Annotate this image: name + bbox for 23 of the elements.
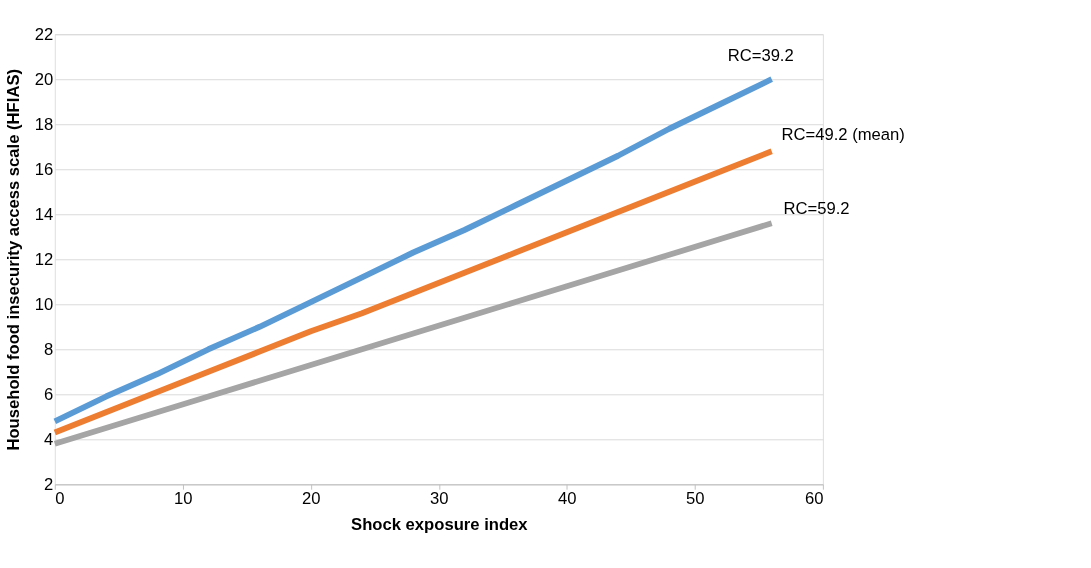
x-tick-label: 10 xyxy=(174,489,193,509)
x-tick-label: 20 xyxy=(302,489,321,509)
x-tick-label: 40 xyxy=(558,489,577,509)
series-label: RC=39.2 xyxy=(727,45,794,65)
y-tick-label: 4 xyxy=(44,429,54,449)
x-axis-title: Shock exposure index xyxy=(351,514,529,534)
y-tick-label: 2 xyxy=(44,474,54,494)
x-tick-label: 60 xyxy=(804,489,824,509)
series-label: RC=49.2 (mean) xyxy=(781,125,905,145)
y-tick-label: 16 xyxy=(34,159,54,179)
x-tick-label: 0 xyxy=(55,489,65,509)
y-axis-title: Household food insecurity access scale (HFIAS) xyxy=(4,68,24,451)
series-label: RC=59.2 xyxy=(783,199,850,219)
y-tick-label: 12 xyxy=(34,249,54,269)
y-tick-label: 22 xyxy=(34,24,54,44)
y-tick-label: 6 xyxy=(44,384,54,404)
x-tick-label: 50 xyxy=(686,489,705,509)
y-tick-label: 8 xyxy=(44,339,54,359)
y-tick-label: 18 xyxy=(34,114,54,134)
x-tick-label: 30 xyxy=(430,489,449,509)
y-tick-label: 20 xyxy=(34,69,54,89)
y-tick-label: 14 xyxy=(34,204,54,224)
y-tick-label: 10 xyxy=(34,294,54,314)
